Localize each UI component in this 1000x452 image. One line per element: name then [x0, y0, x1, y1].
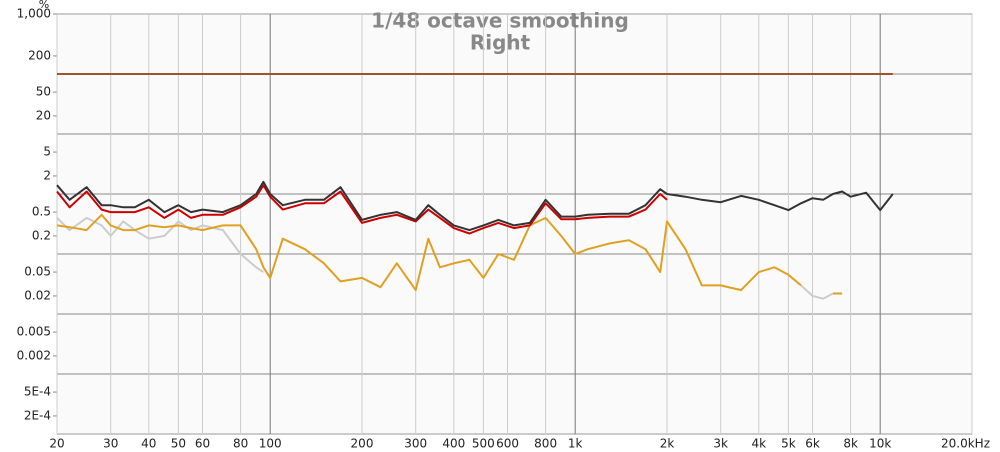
x-tick-label: 20.0kHz: [941, 437, 990, 451]
x-tick-label: 5k: [781, 437, 796, 451]
x-tick-label: 60: [195, 437, 210, 451]
series-line: [56, 213, 843, 295]
series-line: [56, 184, 668, 235]
series-line: [56, 180, 894, 232]
x-tick-label: 500: [472, 437, 495, 451]
x-tick-label: 400: [442, 437, 465, 451]
x-tick-label: 30: [103, 437, 118, 451]
x-tick-label: 300: [404, 437, 427, 451]
y-tick-label: 2: [43, 168, 51, 182]
y-tick-label: 1,000: [17, 7, 51, 21]
y-tick-label: 2E-4: [24, 408, 51, 422]
y-tick-label: 0.002: [17, 348, 51, 362]
x-tick-label: 3k: [713, 437, 728, 451]
x-tick-label: 800: [534, 437, 557, 451]
x-tick-label: 200: [351, 437, 374, 451]
plot-area: [56, 13, 973, 435]
y-tick-label: 5: [43, 145, 51, 159]
x-tick-label: 2k: [660, 437, 675, 451]
x-tick-label: 100: [259, 437, 282, 451]
x-tick-label: 50: [171, 437, 186, 451]
x-tick-label: 40: [141, 437, 156, 451]
y-tick-label: 0.02: [24, 288, 51, 302]
y-tick-label: 0.05: [24, 265, 51, 279]
y-tick-label: 0.005: [17, 325, 51, 339]
y-tick-label: 0.2: [32, 228, 51, 242]
x-tick-label: 20: [49, 437, 64, 451]
chart-subtitle: Right: [470, 31, 531, 55]
x-tick-label: 10k: [869, 437, 891, 451]
x-tick-label: 600: [496, 437, 519, 451]
x-tick-label: 4k: [752, 437, 767, 451]
y-tick-label: 200: [28, 48, 51, 62]
x-tick-label: 80: [233, 437, 248, 451]
x-tick-label: 8k: [843, 437, 858, 451]
y-unit: %: [39, 0, 49, 11]
x-tick-label: 6k: [805, 437, 820, 451]
y-tick-label: 20: [36, 108, 51, 122]
y-tick-label: 5E-4: [24, 385, 51, 399]
x-tick-label: 1k: [568, 437, 583, 451]
chart-title: 1/48 octave smoothing: [371, 9, 629, 33]
y-tick-label: 50: [36, 85, 51, 99]
y-tick-label: 0.5: [32, 205, 51, 219]
